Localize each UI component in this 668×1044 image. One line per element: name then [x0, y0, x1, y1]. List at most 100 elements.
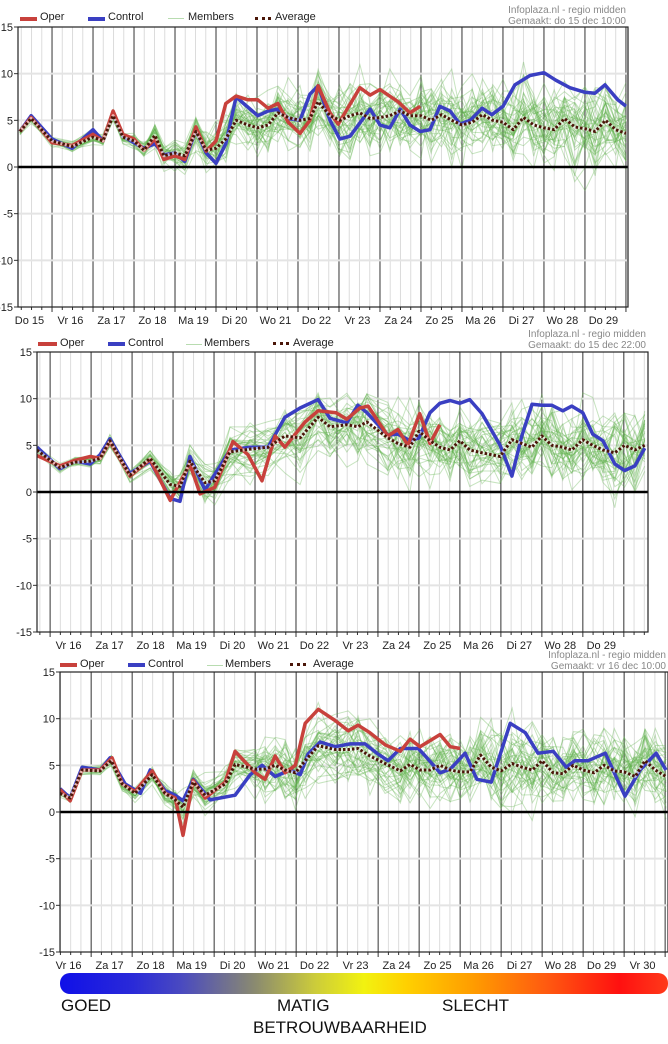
x-day-label: Za 24 — [383, 960, 411, 972]
members-swatch — [186, 344, 202, 345]
reliability-title: BETROUWBAARHEID — [253, 1018, 427, 1037]
x-day-label: Vr 16 — [56, 960, 82, 972]
reliability-good-label: GOED — [61, 996, 112, 1015]
x-day-label: Za 17 — [95, 640, 123, 652]
x-day-label: Do 22 — [302, 315, 331, 327]
member-line — [19, 77, 627, 174]
x-day-label: Di 27 — [506, 640, 532, 652]
member-line — [37, 393, 646, 483]
member-line — [19, 101, 627, 157]
y-tick-label: -10 — [39, 900, 55, 912]
average-line — [60, 744, 667, 809]
legend-average: Average — [275, 11, 316, 23]
y-tick-label: 15 — [43, 667, 55, 679]
y-tick-label: 0 — [7, 162, 13, 174]
plot-frame — [59, 671, 668, 953]
chart-2: 15 10 5 0 -5 -10 -15 Vr 16 Za 17 Zo 18 Ma 19 Di 20 W… — [16, 347, 649, 652]
legend-oper: Oper — [80, 658, 105, 670]
x-day-label: Ma 19 — [176, 640, 207, 652]
x-day-label: Za 24 — [384, 315, 412, 327]
y-tick-label: -5 — [45, 854, 55, 866]
member-line — [19, 89, 627, 171]
member-line — [19, 70, 627, 163]
x-day-label: Di 27 — [509, 315, 535, 327]
chart-1-made: Gemaakt: do 15 dec 10:00 — [508, 16, 626, 27]
x-day-label: Zo 25 — [425, 315, 453, 327]
x-day-label: Za 17 — [96, 960, 124, 972]
y-tick-label: 15 — [1, 22, 13, 34]
legend-members: Members — [188, 11, 234, 23]
oper-swatch — [38, 342, 57, 346]
legend-oper: Oper — [40, 11, 65, 23]
member-line — [60, 716, 667, 814]
x-day-label: Di 27 — [507, 960, 533, 972]
y-tick-label: -15 — [16, 627, 32, 639]
y-tick-label: 10 — [20, 394, 32, 406]
legend-members: Members — [204, 337, 250, 349]
member-line — [19, 62, 627, 162]
legend-members: Members — [225, 658, 271, 670]
y-tick-label: 5 — [49, 760, 55, 772]
x-day-label: Vr 23 — [343, 960, 369, 972]
member-line — [19, 61, 627, 169]
y-tick-label: 0 — [26, 487, 32, 499]
series-group — [18, 61, 628, 192]
member-line — [60, 728, 667, 820]
chart-2-made: Gemaakt: do 15 dec 22:00 — [528, 340, 646, 351]
member-line — [37, 411, 646, 499]
x-day-label: Vr 30 — [630, 960, 656, 972]
x-day-label: Ma 26 — [463, 960, 494, 972]
plot-frame — [17, 26, 629, 308]
average-swatch — [255, 17, 271, 23]
reliability-bad-label: SLECHT — [442, 996, 510, 1015]
member-line — [19, 87, 627, 165]
x-day-label: Wo 28 — [545, 640, 577, 652]
legend-control: Control — [128, 337, 164, 349]
x-day-label: Di 20 — [222, 315, 248, 327]
member-line — [60, 722, 667, 807]
x-day-label: Wo 28 — [545, 960, 577, 972]
x-day-label: Ma 19 — [176, 960, 207, 972]
y-tick-label: 0 — [49, 807, 55, 819]
member-line — [60, 706, 667, 817]
x-day-label: Vr 16 — [56, 640, 82, 652]
members-swatch — [168, 18, 184, 19]
member-line — [19, 85, 627, 161]
y-tick-label: -10 — [16, 580, 32, 592]
plot-frame — [36, 351, 649, 633]
reliability-gradient-bar — [60, 973, 668, 994]
member-line — [37, 393, 646, 493]
member-line — [19, 82, 627, 161]
member-line — [60, 728, 667, 821]
average-swatch — [273, 342, 289, 348]
x-day-label: Zo 25 — [423, 640, 451, 652]
oper-swatch — [20, 17, 37, 21]
member-line — [19, 94, 627, 192]
reliability-medium-label: MATIG — [277, 996, 330, 1015]
x-day-label: Vr 23 — [342, 640, 368, 652]
x-day-label: Do 22 — [300, 960, 329, 972]
y-tick-label: -5 — [3, 209, 13, 221]
x-day-label: Ma 26 — [463, 640, 494, 652]
y-tick-label: 10 — [43, 714, 55, 726]
member-line — [19, 80, 627, 164]
member-line — [60, 734, 667, 812]
x-day-label: Do 29 — [589, 315, 618, 327]
x-day-label: Zo 25 — [424, 960, 452, 972]
member-line — [19, 77, 627, 183]
legend-control: Control — [148, 658, 184, 670]
x-day-label: Di 20 — [220, 960, 246, 972]
legend-average: Average — [313, 658, 354, 670]
oper-swatch — [60, 663, 77, 667]
average-line — [37, 415, 646, 488]
members-swatch — [207, 665, 223, 666]
x-day-label: Do 15 — [15, 315, 44, 327]
x-day-label: Zo 18 — [137, 960, 165, 972]
chart-3-source: Infoplaza.nl - regio midden — [548, 650, 666, 661]
series-group — [37, 391, 647, 508]
x-day-label: Di 20 — [220, 640, 246, 652]
member-line — [37, 408, 646, 498]
x-day-label: Ma 26 — [465, 315, 496, 327]
